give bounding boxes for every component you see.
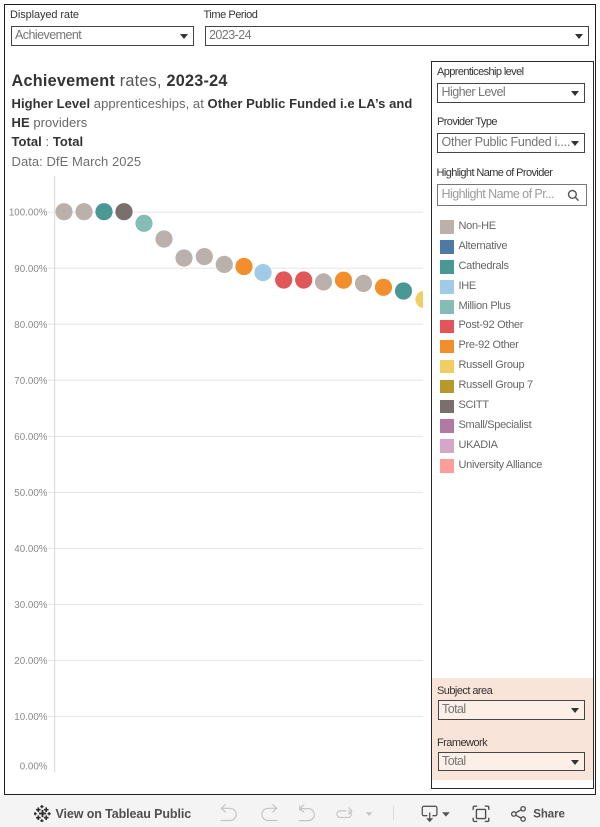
svg-text:100.00%: 100.00% xyxy=(9,208,48,219)
svg-text:70.00%: 70.00% xyxy=(14,376,48,387)
svg-text:Share: Share xyxy=(533,809,564,821)
svg-text:60.00%: 60.00% xyxy=(14,432,48,443)
svg-text:90.00%: 90.00% xyxy=(14,264,48,275)
svg-text:0.00%: 0.00% xyxy=(20,762,48,773)
svg-text:20.00%: 20.00% xyxy=(14,656,48,667)
svg-text:40.00%: 40.00% xyxy=(14,544,48,555)
svg-text:80.00%: 80.00% xyxy=(14,320,48,331)
svg-text:30.00%: 30.00% xyxy=(14,600,48,611)
svg-text:10.00%: 10.00% xyxy=(14,712,48,723)
svg-text:50.00%: 50.00% xyxy=(14,488,48,499)
